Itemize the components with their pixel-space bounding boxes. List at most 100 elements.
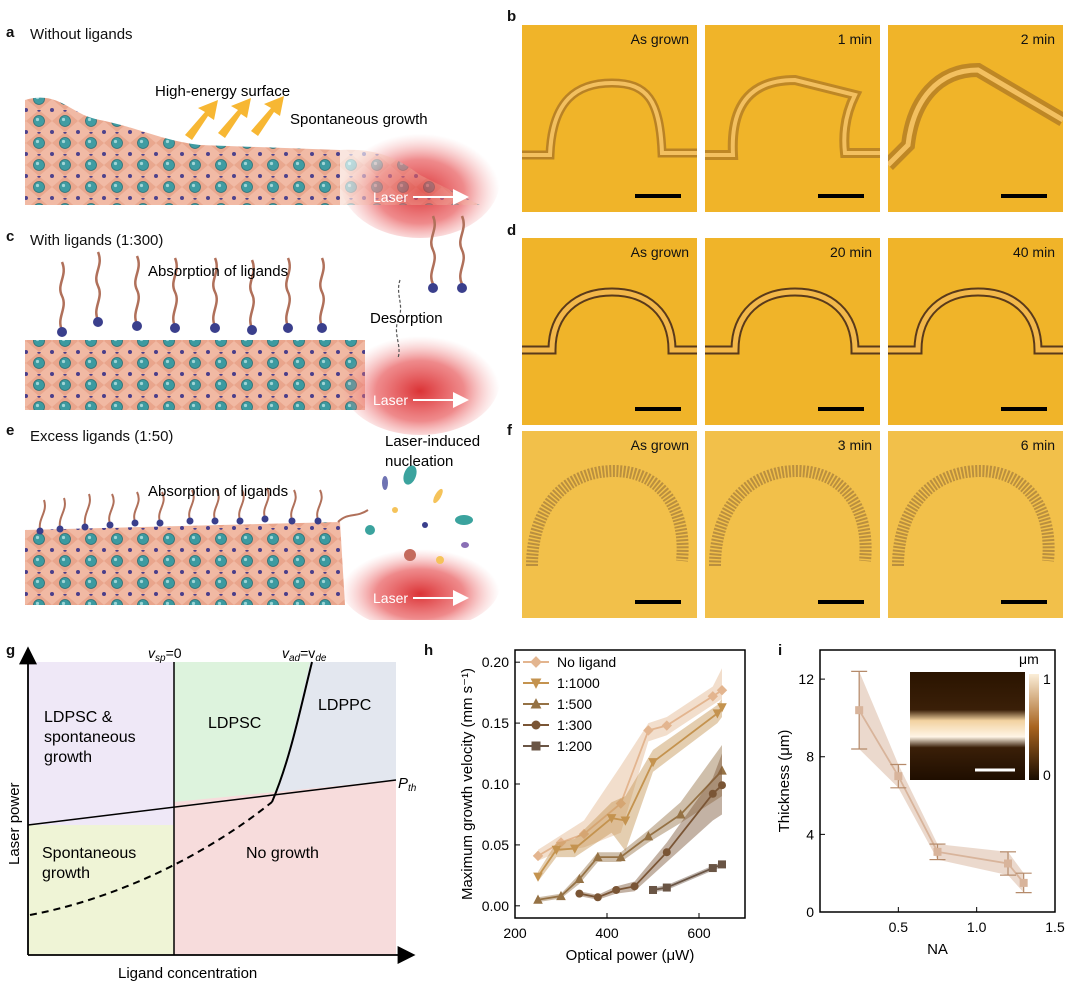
data-point (648, 758, 658, 768)
series-0: No ligand (523, 654, 728, 862)
data-point (575, 889, 584, 898)
scale-bar (635, 194, 681, 198)
scale-bar (635, 407, 681, 411)
micrograph-f-3: 6 min (888, 431, 1063, 618)
svg-text:vsp=0: vsp=0 (148, 645, 182, 664)
y-tick-label: 8 (806, 749, 814, 765)
d-time-2: 20 min (829, 244, 872, 260)
error-band (538, 668, 722, 861)
data-point (708, 789, 717, 798)
pth-line (27, 779, 397, 826)
scale-bar (818, 407, 864, 411)
plot-frame (819, 649, 1056, 913)
data-point (643, 831, 654, 841)
data-point (578, 828, 590, 840)
y-tick-label: 0.20 (482, 654, 509, 670)
data-point (1019, 878, 1028, 887)
x-tick-label: 0.5 (889, 919, 909, 935)
schematic-e (25, 465, 500, 620)
region-label: No growth (246, 845, 319, 862)
data-point (574, 873, 585, 884)
x-tick-label: 1.0 (967, 919, 987, 935)
micrograph-f-2: 3 min (705, 431, 880, 618)
d-time-3: 40 min (1012, 244, 1055, 260)
afm-max: 1 (1043, 671, 1051, 687)
f-time-1: As grown (630, 437, 689, 453)
panel-e-title: Excess ligands (1:50) (30, 428, 174, 445)
series-2: 1:500 (523, 696, 727, 904)
e-nucleation-label-1: Laser-induced (385, 433, 480, 450)
g-x-label: Ligand concentration (118, 965, 257, 982)
data-point (616, 851, 626, 862)
afm-colorbar (1029, 674, 1039, 780)
scale-bar (1001, 407, 1047, 411)
y-tick-label: 0.10 (482, 776, 509, 792)
legend-label: 1:300 (557, 717, 592, 733)
phase-diagram: vsp=0 vad=vde Pth LDPSC & spontaneous gr… (6, 645, 417, 982)
data-point (551, 845, 562, 855)
micrograph-d-1: As grown (522, 238, 697, 425)
panel-c-title: With ligands (1:300) (30, 232, 164, 249)
data-point (662, 883, 671, 892)
scale-bar (1001, 600, 1047, 604)
legend-label: 1:200 (557, 738, 592, 754)
a-laser-label: Laser (373, 189, 408, 205)
x-tick-label: 600 (687, 925, 711, 941)
y-axis-label: Maximum growth velocity (mm s⁻¹) (459, 668, 476, 900)
panel-letter-d: d (507, 222, 517, 239)
data-point (593, 851, 603, 862)
region-label: growth (44, 749, 92, 766)
legend-label: No ligand (557, 654, 616, 670)
micrograph-d-3: 40 min (888, 238, 1063, 425)
data-point (717, 765, 727, 775)
data-point (620, 816, 631, 826)
legend-marker (530, 678, 542, 689)
data-point (716, 685, 728, 696)
micrograph-b-3: 2 min (888, 25, 1063, 212)
region-label: growth (42, 865, 90, 882)
scale-bar (818, 600, 864, 604)
chart-i: 0.5 1.0 1.5 0 4 8 12 NA Thickness (μm) μm1 0 (776, 649, 1065, 958)
region-label: spontaneous (44, 729, 136, 746)
d-time-1: As grown (630, 244, 689, 260)
data-point (675, 809, 686, 819)
data-point (718, 781, 726, 790)
data-point (593, 893, 602, 902)
b-time-2: 1 min (837, 31, 872, 47)
inset-afm: μm1 0 (910, 651, 1051, 783)
data-point (533, 872, 543, 882)
e-absorption-label: Absorption of ligands (148, 483, 288, 500)
data-point (708, 864, 717, 873)
data-point (718, 860, 726, 869)
data-point (717, 703, 727, 713)
chart-h: 200 400 600 0.00 0.05 0.10 0.15 0.20 Optical pow… (459, 649, 746, 964)
series-line (537, 706, 723, 878)
b-time-1: As grown (630, 31, 689, 47)
y-tick-label: 12 (798, 671, 814, 687)
a-spontaneous-label: Spontaneous growth (290, 111, 428, 128)
y-tick-label: 0.00 (482, 898, 509, 914)
micrograph-b-2: 1 min (705, 25, 880, 212)
a-high-energy-label: High-energy surface (155, 83, 290, 100)
c-laser-label: Laser (373, 392, 408, 408)
panel-letter-a: a (6, 24, 15, 41)
x-axis-label: NA (927, 941, 948, 958)
data-point (533, 894, 543, 904)
y-tick-label: 0.15 (482, 715, 509, 731)
svg-text:Pth: Pth (398, 775, 417, 794)
data-point (712, 709, 723, 719)
afm-min: 0 (1043, 767, 1051, 783)
region-ldpsc-spont (28, 662, 174, 825)
c-absorption-label: Absorption of ligands (148, 263, 288, 280)
data-point (556, 890, 566, 901)
micrograph-b-1: As grown (522, 25, 697, 212)
g-y-label: Laser power (6, 782, 23, 865)
vad-curve-dashed (29, 801, 273, 916)
data-point (855, 706, 864, 715)
region-label: Spontaneous (42, 845, 136, 862)
x-tick-label: 1.5 (1045, 919, 1065, 935)
panel-letter-g: g (6, 642, 16, 659)
schematic-c (25, 215, 500, 435)
data-point (933, 847, 942, 856)
series-line (537, 689, 723, 857)
